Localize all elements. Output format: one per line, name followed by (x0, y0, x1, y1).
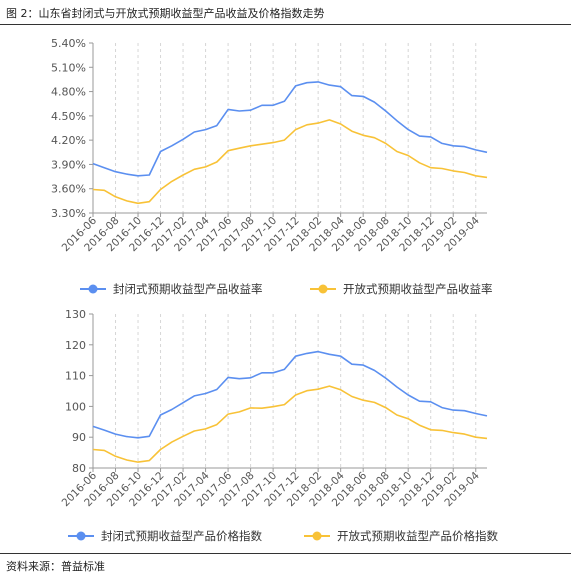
legend-label: 开放式预期收益型产品收益率 (343, 282, 493, 296)
figure-title: 图 2：山东省封闭式与开放式预期收益型产品收益及价格指数走势 (6, 7, 325, 20)
series-line-0 (92, 350, 488, 439)
y-tick-label: 4.80% (51, 86, 86, 99)
y-tick-label: 130 (65, 308, 86, 321)
legend-swatch-marker (76, 531, 86, 541)
y-tick-label: 120 (65, 339, 86, 352)
y-tick-label: 5.40% (51, 37, 86, 50)
source-note: 资料来源：普益标准 (6, 560, 105, 573)
legend-swatch-marker (312, 531, 322, 541)
y-tick-label: 3.60% (51, 183, 86, 196)
y-tick-label: 80 (72, 462, 86, 475)
series-line-1 (92, 385, 488, 463)
y-tick-label: 110 (65, 370, 86, 383)
legend-label: 开放式预期收益型产品价格指数 (337, 529, 498, 543)
y-tick-label: 3.30% (51, 207, 86, 220)
y-tick-label: 3.90% (51, 158, 86, 171)
legend-swatch-marker (318, 284, 328, 294)
y-tick-label: 5.10% (51, 61, 86, 74)
title-rule (0, 24, 571, 25)
legend-swatch-marker (88, 284, 98, 294)
y-tick-label: 4.20% (51, 134, 86, 147)
legend-label: 封闭式预期收益型产品价格指数 (101, 529, 262, 543)
source-rule (0, 553, 571, 554)
y-tick-label: 4.50% (51, 110, 86, 123)
series-line-1 (92, 119, 488, 205)
y-tick-label: 100 (65, 400, 86, 413)
price-index-chart: 13012011010090802016-062016-082016-10201… (60, 308, 499, 543)
legend-label: 封闭式预期收益型产品收益率 (113, 282, 263, 296)
yield-chart: 5.40% 5.10% 4.80% 4.50% 4.20% 3.90% 3.60% 3.30%… (51, 37, 493, 296)
y-tick-label: 90 (72, 431, 86, 444)
series-line-0 (92, 81, 488, 177)
